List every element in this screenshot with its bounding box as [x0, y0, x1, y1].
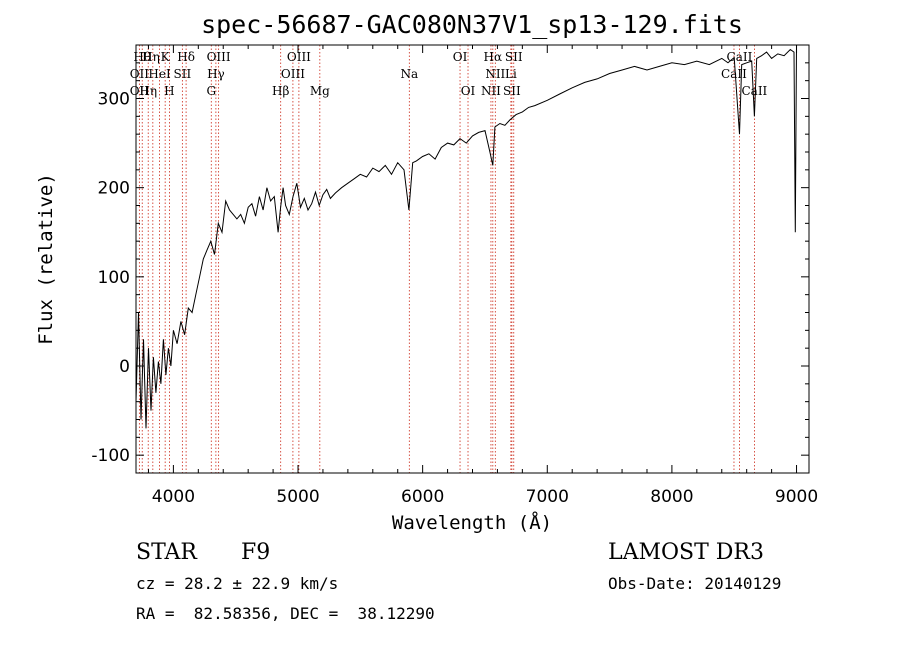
obs-date: Obs-Date: 20140129 [608, 574, 782, 593]
line-label: OIII [207, 50, 231, 64]
line-label: OII [130, 84, 150, 98]
object-subclass: F9 [241, 540, 271, 565]
line-label: OI [461, 84, 476, 98]
line-label: SII [505, 50, 523, 64]
x-axis: 4000 5000 6000 7000 8000 9000 [147, 45, 818, 507]
line-label: Hγ [207, 67, 225, 81]
y-tick-label: -100 [91, 446, 130, 466]
x-tick-label: 7000 [526, 487, 569, 507]
line-label: Hβ [272, 84, 289, 98]
line-label: CaII [741, 84, 767, 98]
x-tick-label: 5000 [276, 487, 319, 507]
line-label: K [161, 50, 171, 64]
line-label: OII [130, 67, 150, 81]
object-class: STAR [136, 540, 197, 565]
y-axis: -100 0 100 200 300 [91, 62, 809, 466]
plot-frame [135, 44, 810, 474]
line-label: OIII [281, 67, 305, 81]
line-label: Hθ [133, 50, 151, 64]
y-tick-label: 0 [119, 357, 130, 377]
x-axis-label: Wavelength (Å) [392, 511, 552, 534]
line-markers [138, 45, 755, 473]
spectrum-line [135, 44, 797, 429]
x-tick-label: 8000 [650, 487, 693, 507]
redshift-text: cz = 28.2 ± 22.9 km/s [136, 574, 339, 593]
line-label: G [206, 84, 216, 98]
line-label: OI [453, 50, 468, 64]
line-label: NII [481, 84, 501, 98]
y-tick-label: 300 [98, 90, 130, 110]
y-axis-label: Flux (relative) [35, 173, 57, 345]
line-label: Hη [142, 50, 160, 64]
chart-title: spec-56687-GAC080N37V1_sp13-129.fits [201, 10, 743, 39]
line-label: HeI [148, 67, 171, 81]
y-tick-label: 200 [98, 179, 130, 199]
line-label: SII [503, 84, 521, 98]
line-label: H [164, 84, 174, 98]
line-label: Li [505, 67, 517, 81]
line-label: SII [174, 67, 192, 81]
line-label: CaII [721, 67, 747, 81]
x-tick-label: 4000 [152, 487, 195, 507]
line-label: Na [400, 67, 418, 81]
line-label: Hδ [177, 50, 195, 64]
line-label: OIII [287, 50, 311, 64]
y-tick-label: 100 [98, 268, 130, 288]
line-label: CaII [727, 50, 753, 64]
line-label: Hη [139, 84, 157, 98]
line-label: Hα [484, 50, 503, 64]
line-label: NII [485, 67, 505, 81]
line-label: Mg [310, 84, 330, 98]
x-tick-label: 6000 [401, 487, 444, 507]
ra-dec: RA = 82.58356, DEC = 38.12290 [136, 604, 435, 623]
x-tick-label: 9000 [775, 487, 818, 507]
survey-name: LAMOST DR3 [608, 540, 764, 565]
